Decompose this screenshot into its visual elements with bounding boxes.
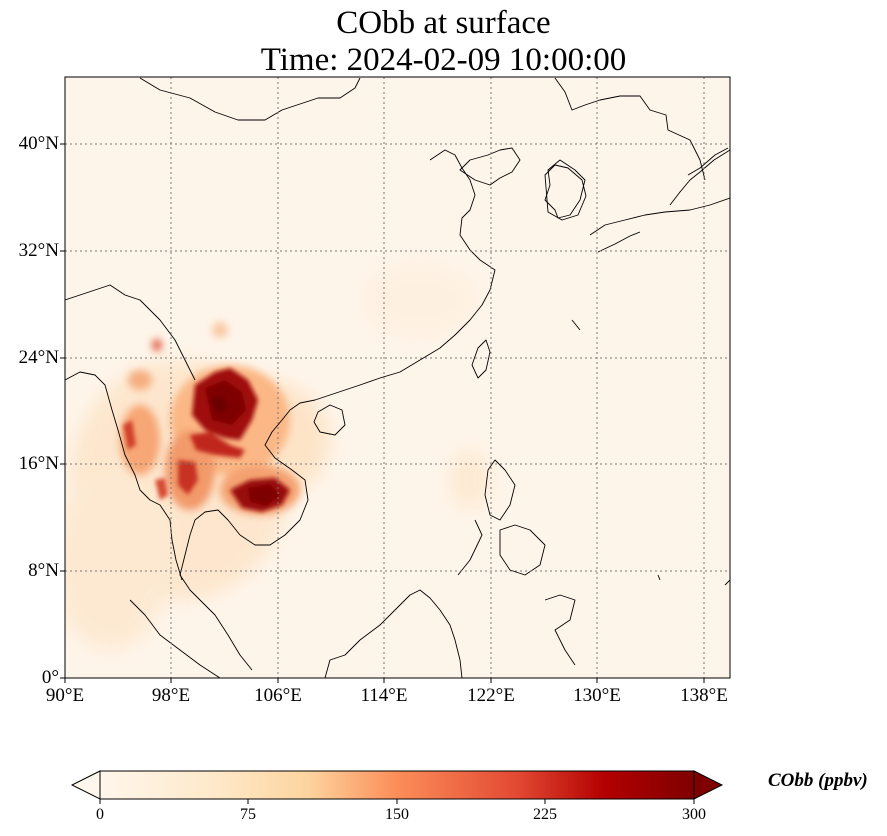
map-frame — [64, 76, 731, 679]
colorbar-tick-label: 300 — [682, 806, 706, 823]
colorbar-tick-label: 225 — [533, 806, 557, 823]
colorbar-max-extend — [693, 770, 724, 800]
lon-tick-label: 122°E — [467, 685, 515, 706]
colorbar-tick-label: 0 — [96, 806, 104, 823]
map-time: Time: 2024-02-09 10:00:00 — [260, 42, 627, 78]
lat-tick-label: 24°N — [18, 347, 59, 368]
lon-tick-label: 106°E — [254, 685, 302, 706]
colorbar-min-extend — [70, 770, 101, 800]
lat-tick-label: 40°N — [18, 133, 59, 154]
lat-tick-label: 8°N — [28, 560, 59, 581]
map-area — [65, 77, 730, 678]
colorbar-label: CObb (ppbv) — [768, 770, 868, 791]
colorbar — [70, 770, 724, 804]
map-title: CObb at surface — [336, 5, 551, 41]
lat-tick-label: 32°N — [18, 240, 59, 261]
lat-tick-label: 16°N — [18, 453, 59, 474]
lat-tick-label: 0° — [41, 667, 59, 688]
colorbar-tick-label: 75 — [240, 806, 256, 823]
axis-ticks — [60, 143, 705, 683]
lon-tick-label: 90°E — [45, 685, 85, 706]
lon-tick-label: 138°E — [680, 685, 728, 706]
lon-tick-label: 98°E — [151, 685, 191, 706]
gridlines — [65, 77, 730, 678]
colorbar-tick-label: 150 — [385, 806, 409, 823]
coastlines — [65, 77, 730, 678]
fire-hotspots — [123, 368, 290, 512]
lon-tick-label: 114°E — [360, 685, 408, 706]
lon-tick-label: 130°E — [573, 685, 621, 706]
